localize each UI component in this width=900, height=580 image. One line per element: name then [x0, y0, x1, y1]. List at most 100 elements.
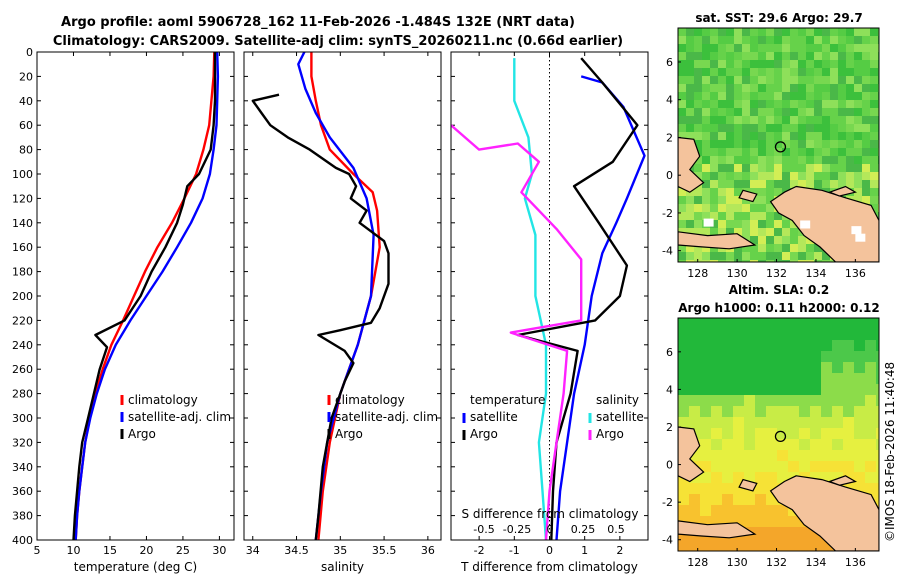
map-cell [774, 188, 783, 197]
map-cell [766, 340, 778, 352]
map-cell [700, 340, 712, 352]
map-cell [843, 450, 855, 462]
map-cell [726, 84, 735, 93]
legend-label: Argo [596, 427, 624, 441]
argo-position-marker [774, 430, 787, 443]
y-tick-label: 400 [12, 534, 33, 547]
map-cell [799, 538, 811, 550]
map-cell [718, 180, 727, 189]
map-y-tick-label: 6 [666, 346, 673, 359]
map-cell [854, 395, 866, 407]
map-cell [806, 164, 815, 173]
map-cell [726, 204, 735, 213]
series-line-t-satellite [513, 58, 548, 540]
map-cell [758, 68, 767, 77]
map-cell [777, 395, 789, 407]
map-cell [846, 52, 855, 61]
map-cell [810, 373, 822, 385]
map-cell [846, 36, 855, 45]
land-mass [678, 520, 757, 539]
map-cell [744, 439, 756, 451]
map-cell [870, 116, 879, 125]
map-cell [678, 252, 687, 261]
map-cell [686, 252, 695, 261]
map-cell [846, 140, 855, 149]
map-cell [798, 100, 807, 109]
map-cell [758, 204, 767, 213]
map-cell [799, 417, 811, 429]
map-cell [700, 351, 712, 363]
legend-label: climatology [128, 393, 198, 407]
map-cell [830, 52, 839, 61]
imos-watermark: ©IMOS 18-Feb-2026 11:40:48 [883, 362, 897, 542]
map-cell [755, 395, 767, 407]
x-tick-label: 34 [246, 544, 260, 557]
map-cell [766, 516, 778, 528]
map-cell [702, 180, 711, 189]
map-cell [742, 132, 751, 141]
map-cell [702, 140, 711, 149]
map-cell [718, 156, 727, 165]
map-cell [678, 505, 690, 517]
map-cell [678, 329, 690, 341]
map-cell [694, 156, 703, 165]
map-cell [689, 340, 701, 352]
map-cell [832, 340, 844, 352]
map-cell [830, 44, 839, 53]
map-cell [822, 252, 831, 261]
map-cell [744, 549, 756, 551]
map-y-tick-label: -2 [662, 496, 673, 509]
map-cell [733, 318, 745, 330]
map-cell [830, 60, 839, 69]
x-tick-label: 15 [103, 544, 117, 557]
land-mass [827, 185, 858, 197]
map-cell [766, 156, 775, 165]
map-cell [686, 100, 695, 109]
map-cell [822, 140, 831, 149]
map-cell [694, 100, 703, 109]
plot-frame [36, 51, 235, 541]
plot-frame [450, 51, 649, 541]
map-cell [790, 132, 799, 141]
map-cell [774, 108, 783, 117]
map-cell [777, 362, 789, 374]
map-cell [846, 164, 855, 173]
map-cell [733, 329, 745, 341]
map-cell [777, 406, 789, 418]
map-cell [700, 472, 712, 484]
map-cell [821, 351, 833, 363]
x-tick-label: 0 [546, 544, 553, 557]
map-cell [870, 204, 879, 213]
map-cell [722, 384, 734, 396]
map-cell [774, 52, 783, 61]
map-cell [810, 406, 822, 418]
map-cell [865, 472, 877, 484]
map-cell [774, 92, 783, 101]
map-cell [678, 483, 690, 495]
map-cell [870, 28, 879, 37]
no-data-patch [855, 233, 866, 242]
map-cell [782, 260, 791, 262]
map-cell [678, 92, 687, 101]
map-cell [700, 362, 712, 374]
map-cell [744, 340, 756, 352]
map-cell [838, 60, 847, 69]
map-cell [854, 44, 863, 53]
map-cell [814, 60, 823, 69]
map-cell [710, 140, 719, 149]
map-cell [870, 60, 879, 69]
map-cell [734, 52, 743, 61]
map-cell [694, 92, 703, 101]
map-cell [790, 124, 799, 133]
map-cell [865, 439, 877, 451]
map-cell [774, 76, 783, 85]
map-cell [862, 28, 871, 37]
x-tick-label: 30 [212, 544, 226, 557]
map-cell [722, 362, 734, 374]
map-cell [726, 92, 735, 101]
map-cell [750, 132, 759, 141]
map-cell [694, 140, 703, 149]
map-cell [777, 318, 789, 330]
map-cell [733, 439, 745, 451]
map-cell [750, 100, 759, 109]
